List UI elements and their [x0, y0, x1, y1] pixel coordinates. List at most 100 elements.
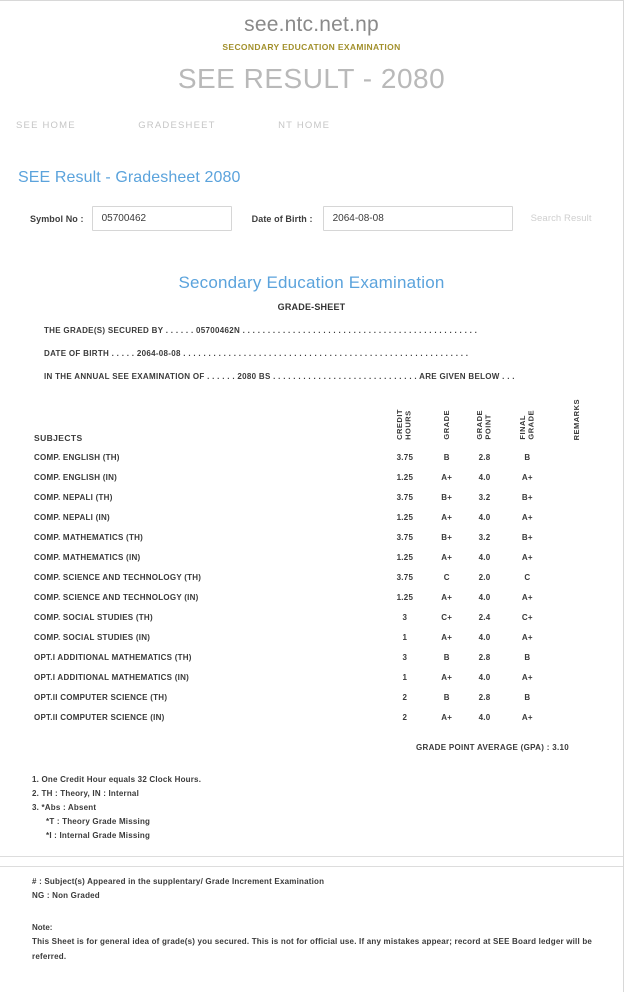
- table-row: OPT.I ADDITIONAL MATHEMATICS (IN) 1 A+ 4.0 A…: [18, 667, 605, 687]
- cell-final-grade: A+: [521, 632, 533, 642]
- cell-remarks: [550, 687, 605, 707]
- footnote-internal-missing: *I : Internal Grade Missing: [46, 831, 151, 840]
- note-non-graded: NG : Non Graded: [32, 891, 100, 900]
- col-header-credit-hours: CREDIT HOURS: [380, 395, 429, 447]
- cell-grade-point: 4.0: [478, 472, 491, 482]
- nav-item-nt-home[interactable]: NT HOME: [278, 120, 331, 131]
- cell-subject: COMP. NEPALI (TH): [34, 492, 113, 502]
- cell-remarks: [550, 707, 605, 727]
- site-header: see.ntc.net.np SECONDARY EDUCATION EXAMI…: [0, 1, 623, 96]
- cell-final-grade: B+: [521, 492, 533, 502]
- col-header-grade-point-label: GRADE POINT: [475, 410, 493, 440]
- cell-final-grade: A+: [521, 712, 533, 722]
- cell-final-grade: B: [524, 452, 531, 462]
- cell-grade-point: 2.8: [478, 652, 491, 662]
- cell-credit-hours: 1: [402, 672, 408, 682]
- cell-grade-point: 4.0: [478, 592, 491, 602]
- cell-final-grade: B: [524, 692, 531, 702]
- cell-subject: OPT.I ADDITIONAL MATHEMATICS (IN): [34, 672, 190, 682]
- nav-item-gradesheet[interactable]: GRADESHEET: [138, 120, 216, 131]
- cell-credit-hours: 1.25: [396, 512, 414, 522]
- cell-grade: A+: [441, 592, 453, 602]
- cell-credit-hours: 3.75: [396, 532, 414, 542]
- cell-grade-point: 4.0: [478, 552, 491, 562]
- table-row: COMP. MATHEMATICS (IN) 1.25 A+ 4.0 A+: [18, 547, 605, 567]
- table-row: COMP. ENGLISH (TH) 3.75 B 2.8 B: [18, 447, 605, 467]
- table-row: COMP. SOCIAL STUDIES (TH) 3 C+ 2.4 C+: [18, 607, 605, 627]
- date-of-birth-label: Date of Birth :: [251, 213, 313, 224]
- col-header-grade-label: GRADE: [441, 410, 451, 440]
- cell-grade: A+: [441, 672, 453, 682]
- table-row: OPT.II COMPUTER SCIENCE (IN) 2 A+ 4.0 A+: [18, 707, 605, 727]
- symbol-no-label: Symbol No :: [30, 213, 84, 224]
- declaration-block: THE GRADE(S) SECURED BY . . . . . . 0570…: [18, 326, 605, 381]
- cell-credit-hours: 1.25: [396, 552, 414, 562]
- cell-final-grade: C+: [521, 612, 533, 622]
- footnote-th-in: 2. TH : Theory, IN : Internal: [32, 789, 139, 798]
- cell-credit-hours: 2: [402, 712, 408, 722]
- cell-grade-point: 2.8: [478, 692, 491, 702]
- table-row: COMP. ENGLISH (IN) 1.25 A+ 4.0 A+: [18, 467, 605, 487]
- cell-grade: C+: [441, 612, 453, 622]
- cell-remarks: [550, 547, 605, 567]
- cell-subject: COMP. SOCIAL STUDIES (TH): [34, 612, 153, 622]
- page-banner-title: SEE RESULT - 2080: [177, 63, 446, 94]
- gradesheet-subheading: GRADE-SHEET: [277, 302, 346, 312]
- declaration-line-grades: THE GRADE(S) SECURED BY . . . . . . 0570…: [44, 326, 478, 335]
- note-supplementary: # : Subject(s) Appeared in the supplenta…: [32, 877, 325, 886]
- gradesheet-heading: Secondary Education Examination: [178, 273, 445, 292]
- cell-grade-point: 2.4: [478, 612, 491, 622]
- cell-credit-hours: 3.75: [396, 452, 414, 462]
- gradesheet-section: Secondary Education Examination GRADE-SH…: [0, 273, 623, 843]
- declaration-line-dob: DATE OF BIRTH . . . . . 2064-08-08 . . .…: [44, 349, 469, 358]
- col-header-remarks: REMARKS: [550, 395, 605, 447]
- cell-final-grade: A+: [521, 472, 533, 482]
- table-row: COMP. NEPALI (IN) 1.25 A+ 4.0 A+: [18, 507, 605, 527]
- cell-remarks: [550, 587, 605, 607]
- cell-grade-point: 4.0: [478, 712, 491, 722]
- symbol-no-input[interactable]: [91, 206, 232, 231]
- col-header-final-grade-label: FINAL GRADE: [517, 410, 536, 440]
- cell-remarks: [550, 667, 605, 687]
- col-header-final-grade: FINAL GRADE: [505, 395, 550, 447]
- col-header-subjects: SUBJECTS: [34, 433, 83, 443]
- footnote-abs: 3. *Abs : Absent: [32, 803, 97, 812]
- search-form: Symbol No : Date of Birth : Search Resul…: [18, 206, 605, 231]
- cell-final-grade: A+: [521, 672, 533, 682]
- search-result-button[interactable]: Search Result: [530, 213, 592, 224]
- cell-grade: A+: [441, 712, 453, 722]
- col-header-credit-hours-label: CREDIT HOURS: [395, 409, 413, 440]
- table-row: COMP. SCIENCE AND TECHNOLOGY (IN) 1.25 A+ 4…: [18, 587, 605, 607]
- table-header-row: SUBJECTS CREDIT HOURS GRADE GRADE POINT …: [18, 395, 605, 447]
- cell-subject: COMP. SCIENCE AND TECHNOLOGY (IN): [34, 592, 199, 602]
- cell-remarks: [550, 467, 605, 487]
- cell-grade: B: [443, 692, 450, 702]
- gpa-line: GRADE POINT AVERAGE (GPA) : 3.10: [415, 743, 569, 752]
- cell-remarks: [550, 607, 605, 627]
- footnotes-block: 1. One Credit Hour equals 32 Clock Hours…: [18, 773, 605, 843]
- cell-grade: B+: [441, 532, 453, 542]
- cell-grade: C: [443, 572, 450, 582]
- cell-grade-point: 4.0: [478, 632, 491, 642]
- cell-subject: OPT.I ADDITIONAL MATHEMATICS (TH): [34, 652, 192, 662]
- search-panel: SEE Result - Gradesheet 2080 Symbol No :…: [0, 169, 623, 231]
- date-of-birth-input[interactable]: [322, 206, 513, 231]
- cell-grade-point: 2.0: [478, 572, 491, 582]
- nav-item-see-home[interactable]: SEE HOME: [16, 120, 76, 131]
- cell-remarks: [550, 627, 605, 647]
- cell-credit-hours: 2: [402, 692, 408, 702]
- table-row: COMP. SOCIAL STUDIES (IN) 1 A+ 4.0 A+: [18, 627, 605, 647]
- cell-credit-hours: 1.25: [396, 472, 414, 482]
- cell-final-grade: A+: [521, 512, 533, 522]
- cell-subject: OPT.II COMPUTER SCIENCE (IN): [34, 712, 165, 722]
- section-divider: [0, 856, 623, 867]
- cell-grade: A+: [441, 472, 453, 482]
- cell-final-grade: B+: [521, 532, 533, 542]
- cell-credit-hours: 3.75: [396, 572, 414, 582]
- cell-grade: A+: [441, 512, 453, 522]
- site-subtitle: SECONDARY EDUCATION EXAMINATION: [222, 42, 401, 52]
- note-body: This Sheet is for general idea of grade(…: [32, 937, 593, 961]
- cell-subject: OPT.II COMPUTER SCIENCE (TH): [34, 692, 168, 702]
- cell-grade-point: 4.0: [478, 512, 491, 522]
